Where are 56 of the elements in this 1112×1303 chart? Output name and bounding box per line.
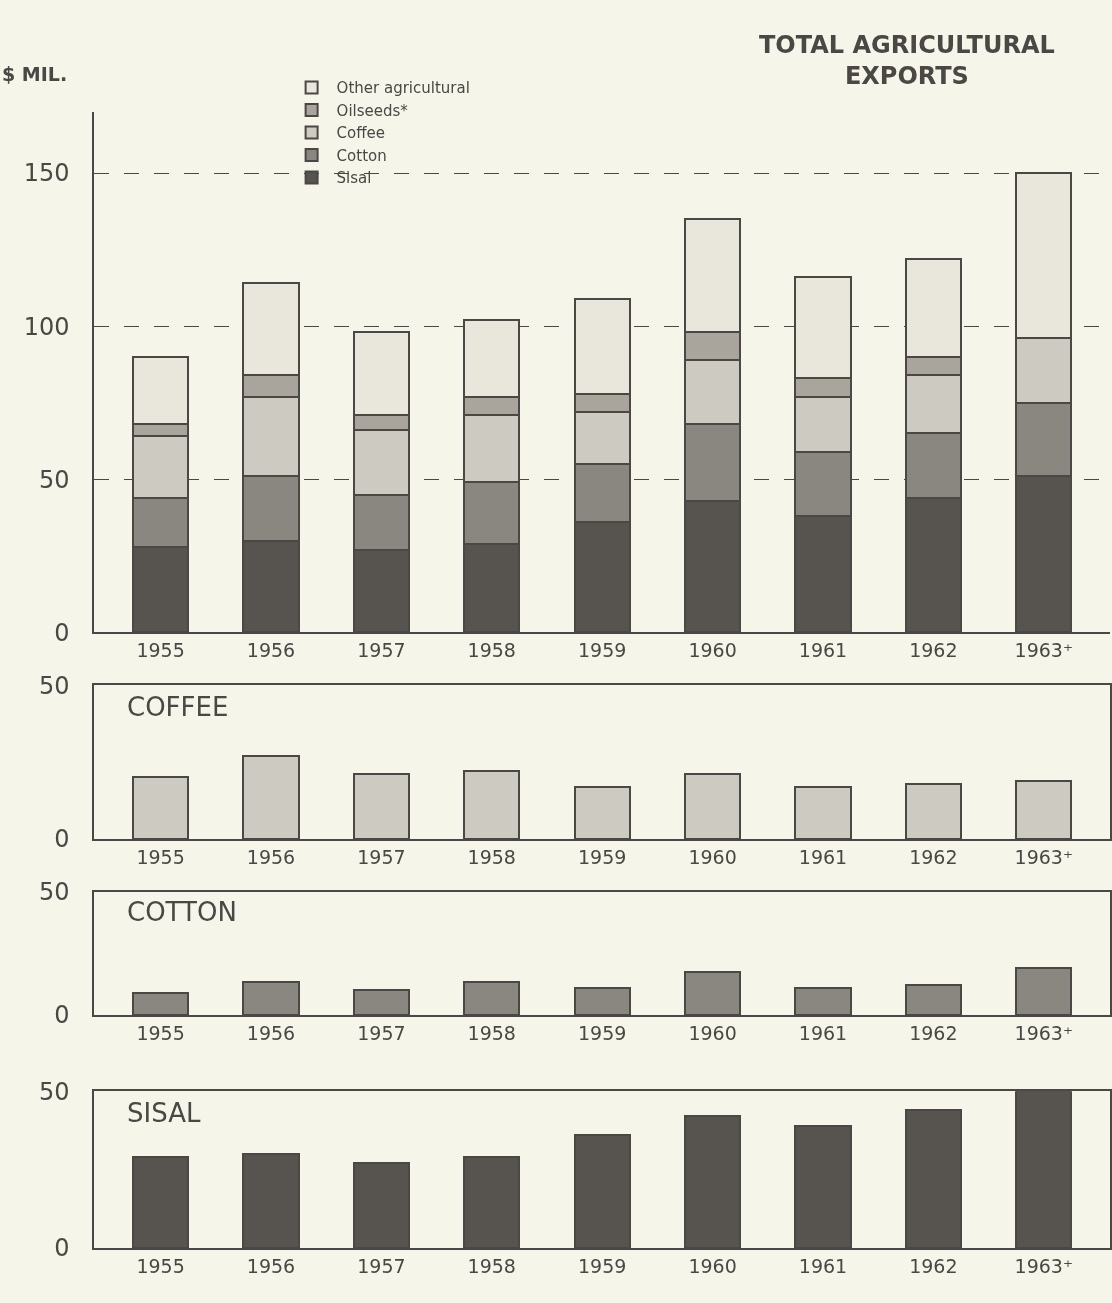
x-tick-label: 1957: [357, 1021, 406, 1044]
chart-title: TOTAL AGRICULTURAL EXPORTS: [759, 31, 1055, 91]
x-tick-label: 1963⁺: [1014, 1254, 1073, 1277]
y-tick-label: 0: [54, 1001, 70, 1030]
x-tick-label: 1959: [578, 1254, 627, 1277]
legend-label: Other agricultural: [336, 79, 470, 98]
x-tick-label: 1956: [246, 1021, 296, 1044]
x-tick-label: 1959: [578, 845, 627, 868]
chart-title: SISAL: [127, 1098, 201, 1128]
x-tick-label: 1958: [467, 1254, 516, 1277]
y-tick-label: 50: [39, 465, 70, 494]
x-tick-label: 1958: [467, 639, 516, 662]
x-tick-label: 1963⁺: [1014, 639, 1073, 662]
x-tick-label: 1962: [909, 639, 958, 662]
x-tick-label: 1956: [246, 1254, 296, 1277]
x-tick-label: 1956: [246, 845, 296, 868]
x-tick-label: 1958: [467, 1021, 516, 1044]
y-tick-label: 50: [39, 878, 70, 907]
y-tick-label: 0: [54, 618, 70, 647]
x-tick-label: 1955: [136, 845, 185, 868]
x-tick-label: 1959: [578, 1021, 627, 1044]
legend-label: Oilseeds*: [336, 101, 409, 120]
x-tick-label: 1962: [909, 1254, 958, 1277]
x-tick-label: 1962: [909, 1021, 958, 1044]
x-tick-label: 1960: [688, 845, 737, 868]
x-tick-label: 1955: [136, 639, 185, 662]
x-tick-label: 1961: [798, 1254, 848, 1277]
x-tick-label: 1961: [798, 1021, 848, 1044]
x-tick-label: 1955: [136, 1021, 185, 1044]
x-tick-label: 1957: [357, 639, 406, 662]
x-tick-label: 1961: [798, 639, 848, 662]
y-tick-label: 50: [39, 1077, 70, 1106]
legend-label: Sisal: [336, 169, 372, 188]
x-tick-label: 1960: [688, 1021, 737, 1044]
y-tick-label: 0: [54, 825, 70, 854]
x-tick-label: 1961: [798, 845, 848, 868]
x-tick-label: 1957: [357, 845, 406, 868]
x-tick-label: 1955: [136, 1254, 185, 1277]
x-tick-label: 1958: [467, 845, 516, 868]
x-tick-label: 1963⁺: [1014, 1021, 1073, 1044]
y-tick-label: 150: [23, 159, 70, 188]
y-axis-title: $ MIL.: [2, 63, 68, 85]
x-tick-label: 1959: [578, 639, 627, 662]
x-tick-label: 1960: [688, 639, 737, 662]
x-tick-label: 1960: [688, 1254, 737, 1277]
x-tick-label: 1956: [246, 639, 296, 662]
y-tick-label: 50: [39, 671, 70, 700]
x-tick-label: 1963⁺: [1014, 845, 1073, 868]
y-tick-label: 0: [54, 1234, 70, 1263]
x-tick-label: 1957: [357, 1254, 406, 1277]
x-tick-label: 1962: [909, 845, 958, 868]
legend-label: Cotton: [336, 146, 387, 165]
chart-title: COFFEE: [127, 692, 229, 722]
legend-label: Coffee: [336, 124, 386, 143]
y-tick-label: 100: [23, 312, 70, 341]
chart-title: COTTON: [127, 897, 237, 927]
